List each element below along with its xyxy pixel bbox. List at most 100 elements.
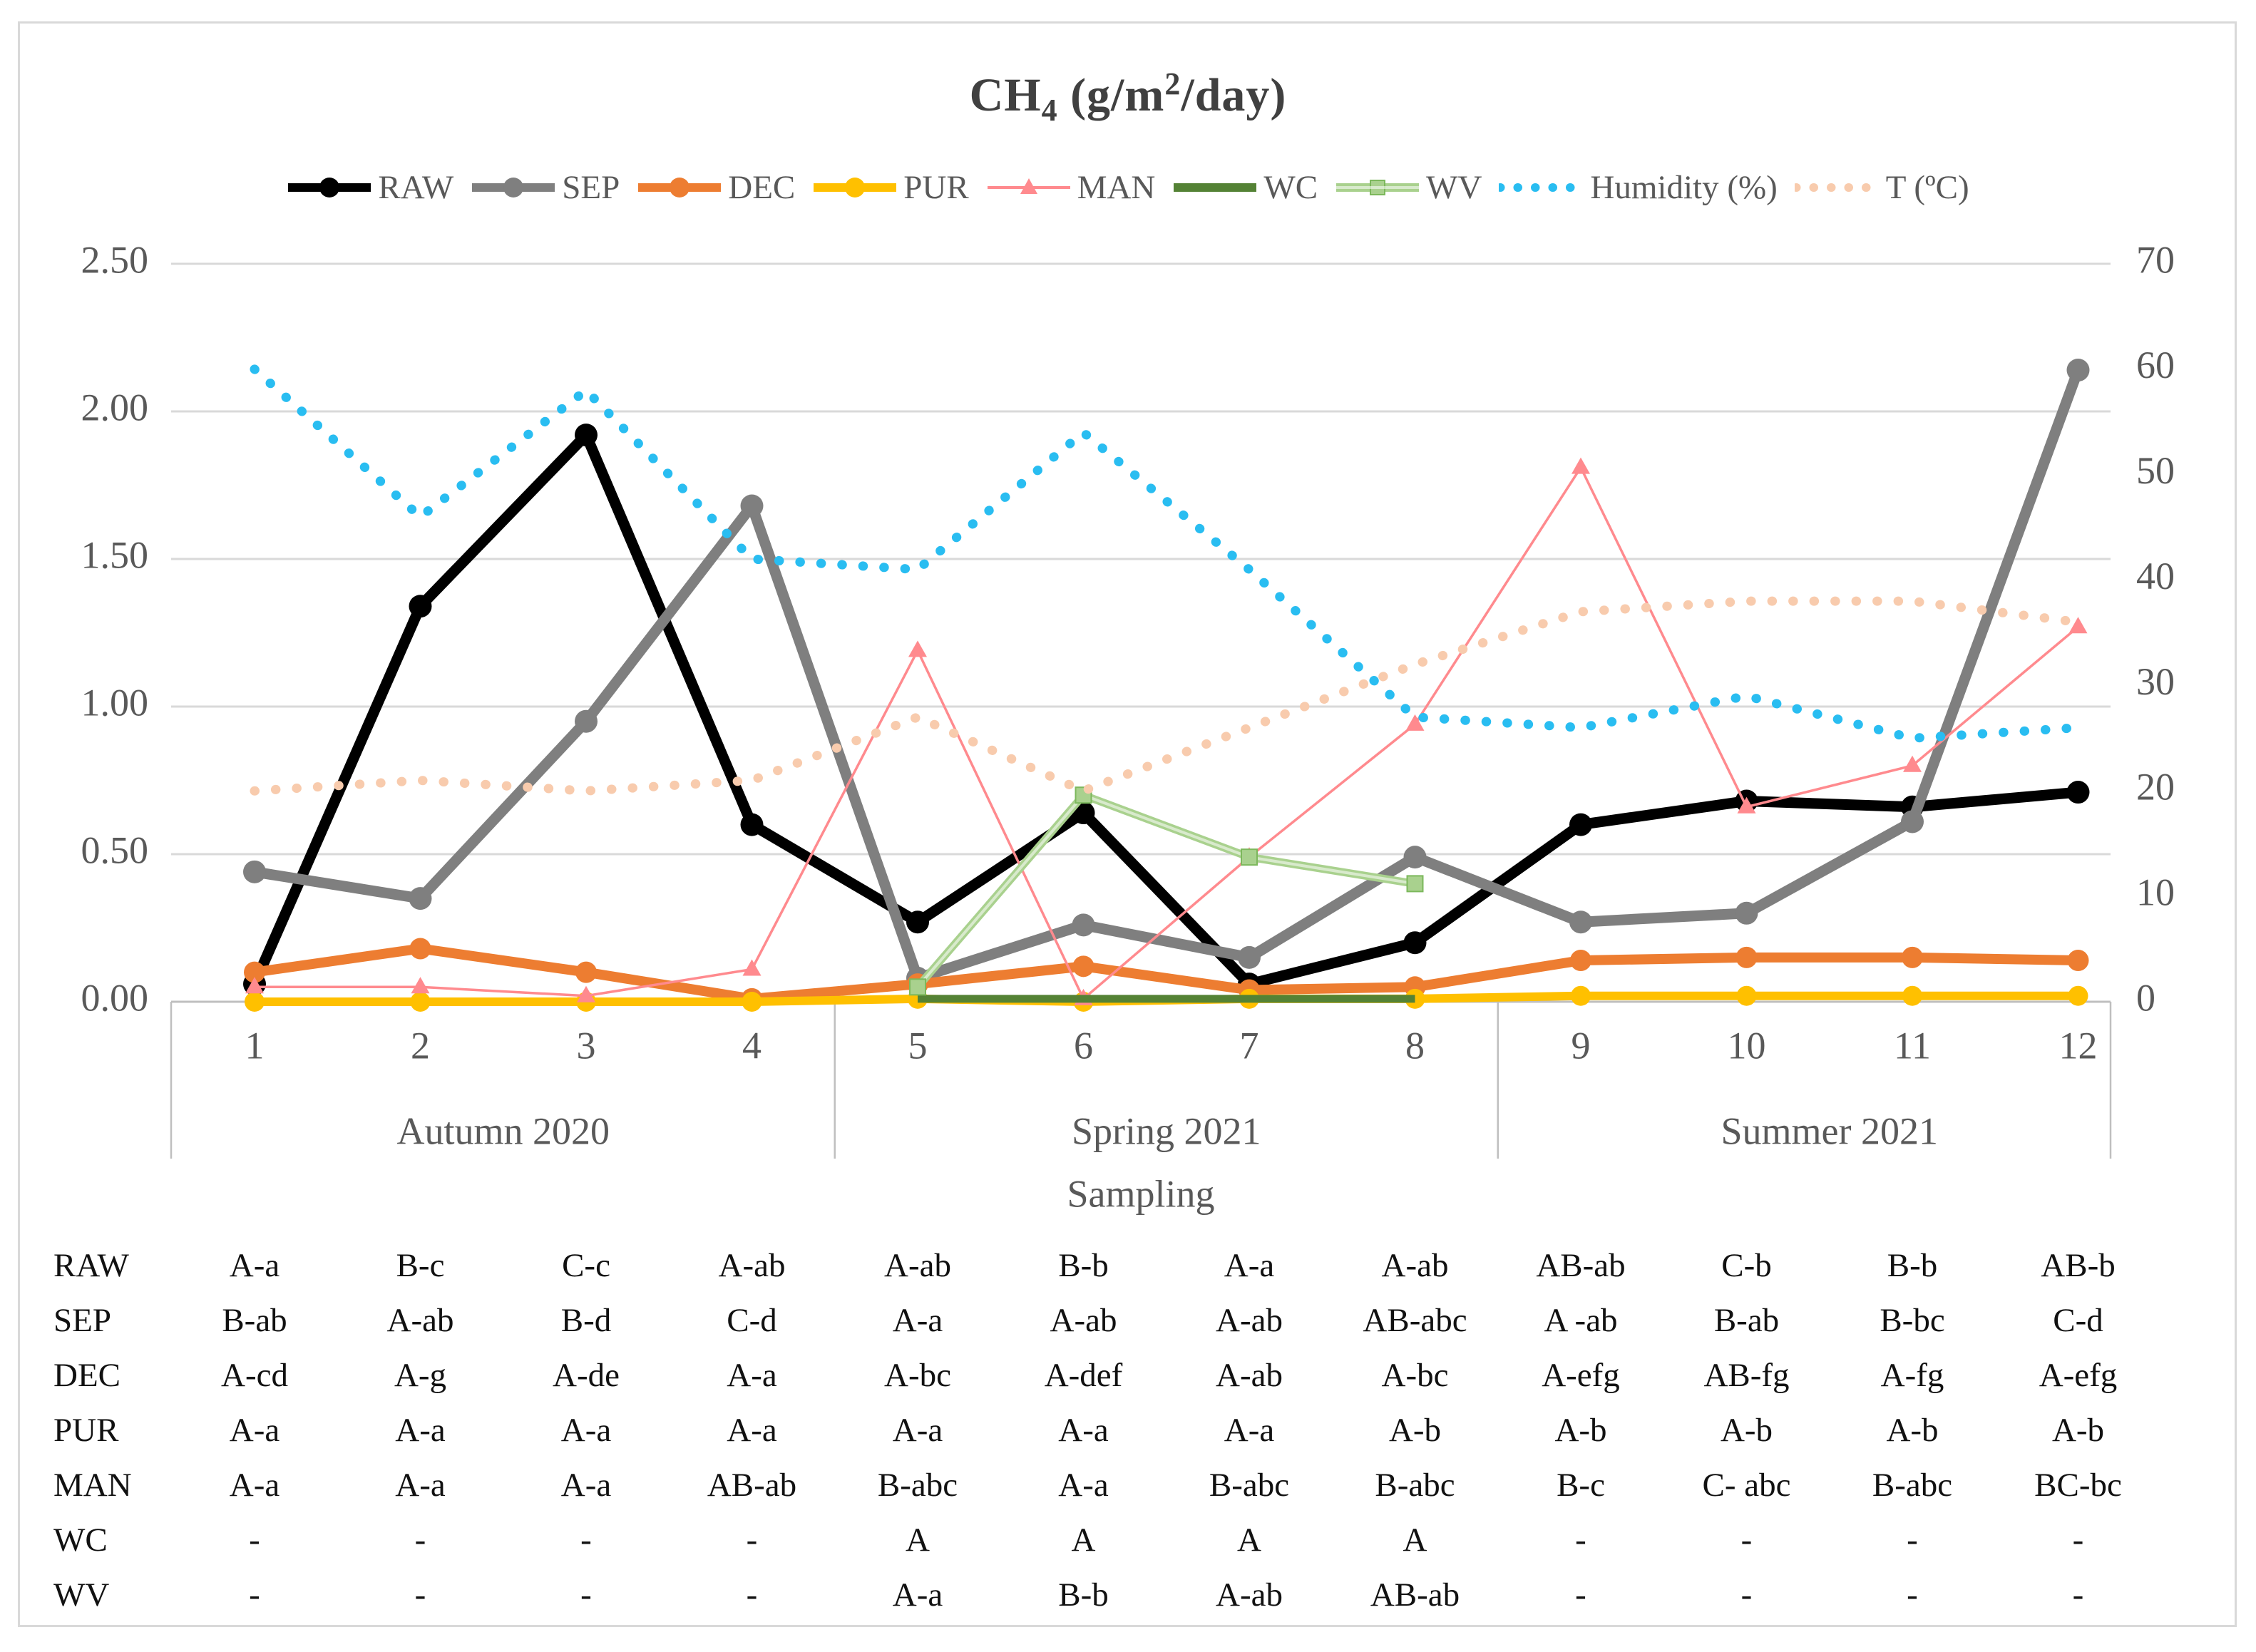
right-axis-tick: 70: [2136, 238, 2175, 281]
series-MAN-point: [1405, 714, 1425, 731]
table-cell: A-efg: [2039, 1357, 2118, 1394]
table-cell: -: [1740, 1522, 1753, 1559]
table-cell: AB-abc: [1363, 1302, 1467, 1339]
right-axis-tick: 60: [2136, 344, 2175, 386]
legend-label-humidity: Humidity (%): [1590, 169, 1778, 206]
x-axis-title: Sampling: [1067, 1172, 1214, 1215]
series-PUR-point: [410, 992, 431, 1012]
legend-swatch-t: [1794, 183, 1880, 192]
table-cell: A-b: [1720, 1412, 1773, 1449]
table-cell: A-ab: [1381, 1247, 1449, 1284]
x-axis-tick: 9: [1571, 1024, 1591, 1067]
legend-swatch-humidity: [1499, 183, 1585, 192]
series-WV-point: [1406, 875, 1424, 893]
series-PUR-point: [2068, 985, 2088, 1006]
table-cell: A-a: [727, 1357, 777, 1394]
series-DEC-point: [409, 938, 431, 960]
right-axis-tick: 30: [2136, 660, 2175, 703]
table-cell: A-g: [394, 1357, 447, 1394]
series-DEC-point: [2067, 950, 2089, 972]
season-label: Spring 2021: [1072, 1109, 1261, 1152]
series-SEP-point: [409, 887, 432, 910]
table-row-label-WC: WC: [53, 1522, 108, 1559]
table-cell: A-a: [1224, 1412, 1275, 1449]
table-cell: B-c: [396, 1247, 445, 1284]
table-cell: -: [249, 1522, 260, 1559]
table-row-label-MAN: MAN: [53, 1467, 132, 1504]
legend-label-sep: SEP: [562, 169, 620, 206]
x-axis-tick: 10: [1728, 1024, 1766, 1067]
table-cell: C-d: [727, 1302, 777, 1339]
table-cell: -: [1575, 1522, 1586, 1559]
table-cell: B-b: [1058, 1247, 1109, 1284]
table-cell: BC-bc: [2034, 1467, 2122, 1504]
table-cell: A-b: [1388, 1412, 1442, 1449]
table-cell: A-a: [395, 1467, 446, 1504]
table-cell: A-ab: [1216, 1576, 1283, 1613]
legend-item-wc: WC: [1172, 168, 1318, 207]
table-row-label-DEC: DEC: [53, 1357, 121, 1394]
series-DEC-point: [575, 961, 597, 983]
series-MAN-point: [908, 640, 927, 657]
series-WV-point: [909, 978, 926, 996]
title-mid: (g/m: [1057, 69, 1165, 121]
table-cell: A-ab: [1050, 1302, 1117, 1339]
title-subscript: 4: [1041, 93, 1058, 128]
series-DEC-line: [254, 943, 2078, 1004]
table-cell: -: [1907, 1576, 1918, 1613]
table-cell: -: [1907, 1522, 1918, 1559]
table-row-label-SEP: SEP: [53, 1302, 111, 1339]
x-axis-tick: 4: [742, 1024, 762, 1067]
legend-item-humidity: Humidity (%): [1499, 168, 1778, 207]
series-SEP-point: [575, 709, 598, 733]
table-cell: -: [414, 1576, 426, 1613]
series-RAW-point: [409, 595, 432, 618]
table-cell: A-cd: [221, 1357, 288, 1394]
table-cell: A-a: [727, 1412, 777, 1449]
x-axis-tick: 3: [577, 1024, 596, 1067]
legend-item-dec: DEC: [637, 168, 795, 207]
series-MAN-point: [411, 977, 430, 994]
series-SEP-point: [1072, 913, 1095, 937]
x-axis-tick: 11: [1894, 1024, 1931, 1067]
table-cell: C-b: [1721, 1247, 1772, 1284]
right-axis-tick: 40: [2136, 555, 2175, 597]
legend-label-dec: DEC: [728, 169, 796, 206]
title-suffix: /day): [1181, 69, 1287, 121]
table-cell: -: [1740, 1576, 1753, 1613]
table-cell: A-a: [1058, 1412, 1109, 1449]
legend: RAW SEP DEC PUR MAN WC WV Humidity (%) T (ºC): [0, 168, 2256, 207]
series-RAW-point: [906, 910, 929, 934]
left-axis-tick: 2.00: [81, 386, 149, 429]
legend-swatch-sep: [472, 178, 555, 197]
series-SEP-line: [253, 368, 2083, 984]
left-axis-tick: 1.50: [81, 533, 149, 576]
table-row-label-RAW: RAW: [53, 1247, 129, 1284]
title-superscript: 2: [1164, 66, 1181, 101]
legend-swatch-wc: [1174, 183, 1257, 192]
legend-item-t: T (ºC): [1794, 168, 1969, 207]
series-MAN-point: [2068, 617, 2088, 634]
chart-title: CH4 (g/m2/day): [0, 66, 2256, 128]
series-SEP-point: [1569, 910, 1592, 934]
series-PUR-point: [1902, 985, 1922, 1006]
table-cell: -: [580, 1576, 592, 1613]
table-cell: A-a: [229, 1247, 280, 1284]
series-SEP-point: [243, 860, 266, 883]
table-cell: A-a: [892, 1302, 943, 1339]
series-RAW-line: [250, 429, 2079, 990]
title-prefix: CH: [969, 69, 1042, 121]
table-cell: A-b: [1886, 1412, 1939, 1449]
x-axis-tick: 8: [1405, 1024, 1425, 1067]
series-SEP-point: [1735, 901, 1758, 925]
table-cell: AB-b: [2041, 1247, 2116, 1284]
table-row-label-PUR: PUR: [53, 1412, 119, 1449]
legend-label-man: MAN: [1077, 169, 1156, 206]
series-DEC-point: [1902, 946, 1923, 968]
series-PUR-point: [1571, 985, 1591, 1006]
series-MAN-point: [742, 959, 762, 976]
table-cell: -: [1575, 1576, 1586, 1613]
table-cell: A: [1071, 1522, 1096, 1559]
